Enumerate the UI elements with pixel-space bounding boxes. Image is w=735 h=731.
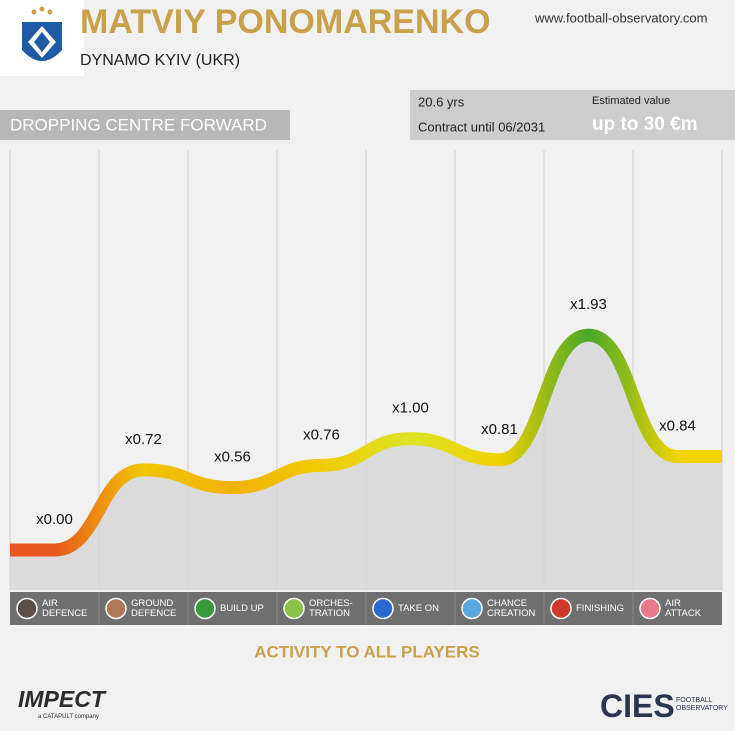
value-label: Estimated value [592,95,670,107]
category-label: GROUND DEFENCE [131,597,177,619]
category-icon [372,597,394,620]
data-label: x0.72 [125,431,162,448]
category-icon [283,597,305,620]
category-label: TAKE ON [398,602,439,614]
position-box [0,110,290,140]
player-name: MATVIY PONOMARENKO [80,3,491,41]
category-icon [461,597,483,620]
category-label: FINISHING [576,602,625,614]
category-icon [105,597,127,620]
info-box [410,90,735,140]
club-badge [22,6,62,61]
x-axis-label: ACTIVITY TO ALL PLAYERS [254,642,479,661]
data-label: x1.93 [570,296,607,313]
data-label: x0.56 [214,449,251,466]
value: up to 30 €m [592,114,698,135]
data-label: x0.84 [659,417,696,434]
category-label: CHANCE CREATION [487,597,536,619]
category-label: AIR DEFENCE [42,597,88,619]
category-icon [550,597,572,620]
cies-sub: FOOTBALL OBSERVATORY [676,697,728,712]
category-label: AIR ATTACK [665,597,702,619]
category-label: BUILD UP [220,602,264,614]
category-icon [639,597,661,620]
position: DROPPING CENTRE FORWARD [10,115,267,134]
data-label: x1.00 [392,400,429,417]
data-label: x0.81 [481,421,518,438]
category-icon [16,597,38,620]
category-label: ORCHES- TRATION [309,597,353,619]
impect-logo: IMPECT [18,686,105,712]
cies-logo: CIES [600,688,675,724]
data-label: x0.00 [36,511,73,528]
age: 20.6 yrs [418,94,465,109]
impect-sub: a CATAPULT company [38,714,99,720]
contract: Contract until 06/2031 [418,119,545,134]
data-label: x0.76 [303,426,340,443]
website: www.football-observatory.com [534,10,707,25]
category-icon [194,597,216,620]
activity-curve [53,328,679,557]
club: DYNAMO KYIV (UKR) [80,52,240,69]
